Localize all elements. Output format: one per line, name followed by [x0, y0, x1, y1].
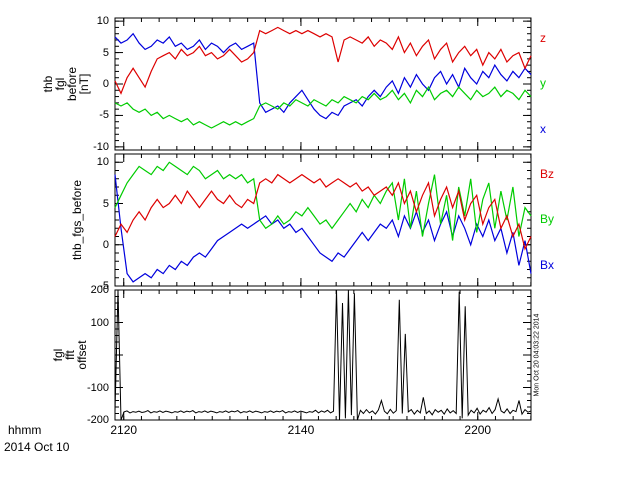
date-label: 2014 Oct 10 — [4, 440, 70, 454]
legend-label-Bx: Bx — [540, 258, 555, 273]
y-tick-label: -5 — [99, 109, 109, 122]
y-tick-label: 5 — [102, 197, 109, 210]
creation-timestamp: Mon Oct 20 04:03:22 2014 — [533, 313, 541, 397]
trace-thb_fgl_before-y — [114, 85, 532, 129]
y-tick-label: 10 — [96, 156, 109, 169]
y-tick-label: -10 — [93, 140, 109, 153]
trace-thb_fgl_before-x — [114, 32, 532, 120]
x-tick-label: 2120 — [110, 423, 138, 437]
legend-label-By: By — [540, 212, 555, 226]
y-tick-label: 0 — [102, 78, 109, 90]
trace-thb_fgs_before-Bx — [114, 174, 532, 283]
x-axis-label: hhmm — [8, 423, 42, 437]
legend-label-Bz: Bz — [540, 167, 555, 182]
trace-thb_fgs_before-Bz — [114, 173, 532, 251]
y-tick-label: 100 — [90, 316, 109, 329]
y-tick-label: -200 — [86, 414, 109, 426]
y-tick-label: -5 — [99, 280, 109, 292]
legend-label-x: x — [540, 122, 546, 137]
y-tick-label: 10 — [96, 15, 109, 28]
y-tick-label: 200 — [90, 284, 109, 296]
panel3-y-axis-title: fgl fft offset — [51, 340, 89, 370]
legend-label-y: y — [540, 76, 546, 90]
trace-thb_fgs_before-By — [114, 161, 532, 241]
trace-fgl_fft_offset-offset — [114, 289, 532, 421]
x-tick-label: 2200 — [464, 423, 492, 437]
y-tick-label: 0 — [102, 238, 109, 251]
legend-label-z: z — [540, 31, 546, 46]
x-tick-label: 2140 — [287, 423, 315, 437]
trace-thb_fgl_before-z — [114, 26, 532, 95]
y-tick-label: 5 — [102, 46, 109, 59]
y-tick-label: -100 — [86, 381, 109, 394]
